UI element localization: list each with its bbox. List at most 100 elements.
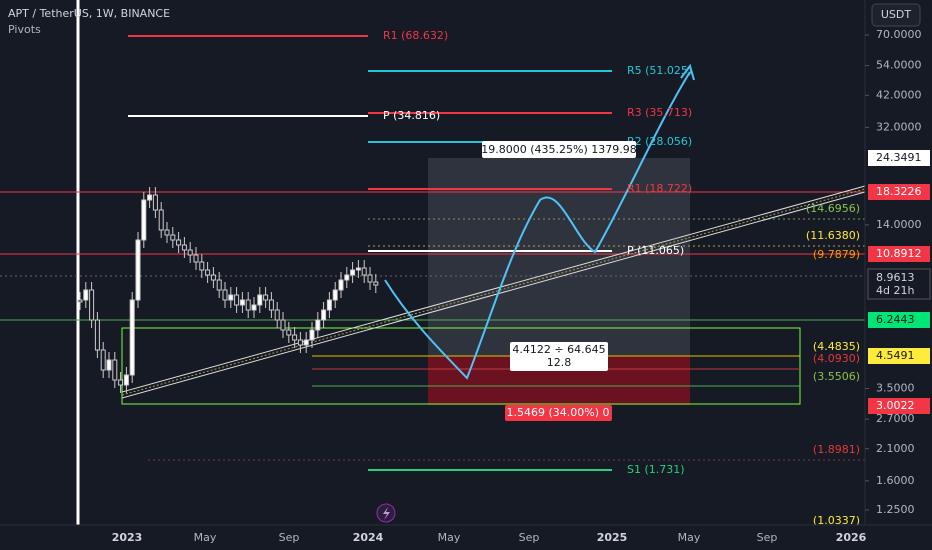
- candle-body: [268, 299, 274, 311]
- price-tag: 24.3491: [876, 151, 922, 164]
- candle-body: [361, 267, 367, 276]
- pivot-label: P (11.065): [627, 244, 684, 257]
- candle-body: [321, 309, 327, 321]
- candle-body: [164, 229, 170, 236]
- candle-body: [89, 289, 95, 321]
- level-label: (14.6956): [806, 202, 860, 215]
- candle-body: [152, 194, 158, 211]
- candle-body: [129, 299, 135, 376]
- measure-label: 19.8000 (435.25%) 1379.98: [481, 143, 637, 156]
- pivot-label: P (34.816): [383, 109, 440, 122]
- candle-body: [100, 349, 106, 371]
- candle-body: [251, 304, 257, 311]
- time-tick-label: Sep: [519, 531, 540, 544]
- candle-body: [135, 239, 141, 301]
- measure-label: 12.8: [547, 356, 572, 369]
- candle-body: [158, 209, 164, 231]
- lightning-icon: [383, 507, 390, 520]
- price-tick-label: 1.2500: [876, 503, 915, 516]
- candle-body: [274, 309, 280, 321]
- trend-line: [121, 191, 866, 399]
- candle-body: [123, 374, 129, 386]
- candle-body: [373, 281, 379, 286]
- level-label: (3.5506): [813, 370, 860, 383]
- candle-body: [344, 274, 350, 281]
- pivot-label: R2 (28.056): [627, 135, 692, 148]
- candle-body: [292, 334, 298, 341]
- candle-body: [239, 299, 245, 306]
- time-tick-label: 2025: [597, 531, 628, 544]
- time-tick-label: May: [194, 531, 217, 544]
- price-tick-label: 14.0000: [876, 218, 922, 231]
- candle-body: [234, 294, 240, 306]
- candle-body: [170, 234, 176, 241]
- candle-body: [176, 239, 182, 246]
- currency-button[interactable]: [871, 3, 921, 27]
- projection-path: [384, 71, 691, 380]
- price-tags: 24.3491 18.3226 10.8912 8.9613 4d 21h 6.…: [867, 150, 931, 414]
- price-tag-bg: [868, 150, 930, 166]
- price-tag: 18.3226: [876, 185, 922, 198]
- price-tick-label: 70.0000: [876, 28, 922, 41]
- currency-label[interactable]: USDT: [881, 8, 912, 21]
- candle-body: [118, 379, 124, 386]
- candle-body: [205, 269, 211, 276]
- indicator-name[interactable]: Pivots: [8, 23, 41, 36]
- price-tag: 3.0022: [876, 399, 915, 412]
- candle-body: [77, 299, 83, 303]
- candle-body: [338, 279, 344, 291]
- time-tick-label: May: [438, 531, 461, 544]
- candle-body: [187, 249, 193, 256]
- candle-body: [286, 329, 292, 336]
- pivot-label: S1 (1.731): [627, 463, 685, 476]
- measure-label-bg: [482, 141, 636, 158]
- candle-body: [147, 194, 153, 201]
- candle-body: [199, 261, 205, 271]
- price-tag: 6.2443: [876, 313, 915, 326]
- measure-label: 1.5469 (34.00%) 0: [506, 406, 609, 419]
- candle-body: [141, 199, 147, 241]
- level-label: (11.6380): [806, 229, 860, 242]
- price-tag: 8.9613: [876, 271, 915, 284]
- candle-body: [210, 274, 216, 281]
- candle-body: [257, 294, 263, 306]
- pivot-label: R1 (68.632): [383, 29, 448, 42]
- candle-body: [280, 319, 286, 331]
- price-tag-bg: [867, 268, 931, 300]
- time-axis: 2023 May Sep 2024 May Sep 2025 May Sep 2026: [112, 531, 867, 544]
- pivot-label: R5 (51.025): [627, 64, 692, 77]
- candle-body: [263, 294, 269, 301]
- level-labels: (14.6956) (11.6380) (9.7879) (4.4835) (4…: [806, 202, 860, 527]
- candle-body: [297, 339, 303, 346]
- candle-body: [216, 279, 222, 291]
- price-tick-label: 2.1000: [876, 442, 915, 455]
- level-label: (4.4835): [813, 340, 860, 353]
- projection-arrow: [680, 63, 695, 81]
- price-tick-label: 3.5000: [876, 381, 915, 394]
- price-axis: 70.0000 54.0000 42.0000 32.0000 14.0000 3.500…: [865, 28, 922, 516]
- candle-body: [350, 269, 356, 276]
- candle-body: [303, 339, 309, 346]
- countdown: 4d 21h: [876, 284, 914, 297]
- range-box: [121, 327, 801, 405]
- candle-body: [181, 244, 187, 251]
- measure-label-bg: [505, 405, 612, 421]
- candle-body: [367, 274, 373, 283]
- price-tick-label: 32.0000: [876, 120, 922, 133]
- time-tick-label: Sep: [757, 531, 778, 544]
- candle-body: [315, 319, 321, 331]
- time-tick-label: 2024: [353, 531, 384, 544]
- candle-body: [309, 329, 315, 341]
- candle-body: [355, 267, 361, 271]
- pivot-label: R3 (35.713): [627, 106, 692, 119]
- candle-body: [106, 359, 112, 371]
- candle-body: [228, 294, 234, 301]
- measure-label: 4.4122 ÷ 64.645: [512, 343, 605, 356]
- pivot-labels: R1 (68.632) P (34.816) R5 (51.025) R3 (3…: [383, 29, 692, 476]
- candle-body: [112, 359, 118, 381]
- trend-line: [121, 185, 866, 393]
- candle-body: [326, 299, 332, 311]
- chart-area: [0, 0, 866, 525]
- price-tag: 10.8912: [876, 247, 922, 260]
- time-tick-label: 2026: [836, 531, 867, 544]
